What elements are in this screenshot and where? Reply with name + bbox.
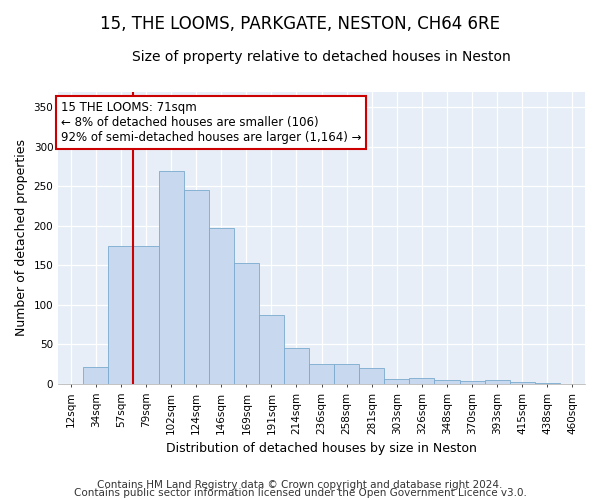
Bar (133, 246, 158, 384)
Bar (385, 379, 409, 384)
Text: Contains public sector information licensed under the Open Government Licence v3: Contains public sector information licen… (74, 488, 526, 498)
Bar (334, 364, 359, 384)
Text: Contains HM Land Registry data © Crown copyright and database right 2024.: Contains HM Land Registry data © Crown c… (97, 480, 503, 490)
Bar (83, 366, 109, 384)
Bar (409, 378, 434, 384)
Bar (109, 246, 133, 384)
Bar (209, 228, 234, 384)
X-axis label: Distribution of detached houses by size in Neston: Distribution of detached houses by size … (166, 442, 477, 455)
Bar (535, 383, 560, 384)
Bar (510, 382, 535, 384)
Bar (309, 364, 334, 384)
Bar (259, 315, 284, 384)
Text: 15, THE LOOMS, PARKGATE, NESTON, CH64 6RE: 15, THE LOOMS, PARKGATE, NESTON, CH64 6R… (100, 15, 500, 33)
Title: Size of property relative to detached houses in Neston: Size of property relative to detached ho… (132, 50, 511, 64)
Bar (284, 348, 309, 384)
Bar (485, 380, 510, 384)
Y-axis label: Number of detached properties: Number of detached properties (15, 139, 28, 336)
Bar (434, 380, 460, 384)
Bar (359, 368, 385, 384)
Bar (158, 170, 184, 384)
Bar (184, 190, 209, 384)
Bar (234, 263, 259, 384)
Text: 15 THE LOOMS: 71sqm
← 8% of detached houses are smaller (106)
92% of semi-detach: 15 THE LOOMS: 71sqm ← 8% of detached hou… (61, 101, 361, 144)
Bar (460, 380, 485, 384)
